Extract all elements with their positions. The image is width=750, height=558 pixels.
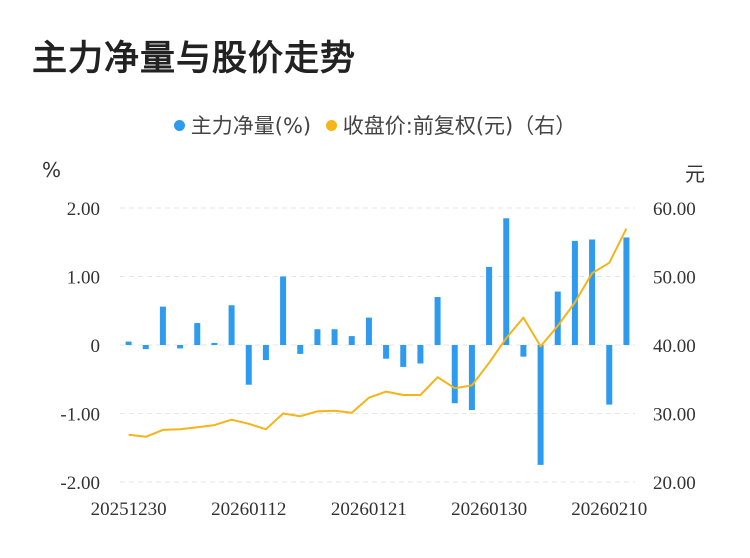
right-axis-tick-label: 50.00 [653, 268, 696, 289]
legend-label-close-price: 收盘价:前复权(元)（右） [342, 114, 577, 138]
bar [520, 345, 527, 357]
legend-item-net-volume[interactable]: 主力净量(%) [173, 110, 312, 140]
left-axis-tick-label: -2.00 [60, 473, 100, 494]
legend-marker-close-price [325, 119, 337, 131]
bar [365, 317, 372, 345]
bar [537, 345, 544, 465]
bar [486, 266, 493, 345]
x-axis-tick-label: 20260210 [571, 499, 647, 520]
bar [159, 306, 166, 345]
bar [400, 345, 407, 367]
bar [417, 345, 424, 364]
bar [468, 345, 475, 411]
bar [606, 345, 613, 405]
x-axis-tick-label: 20260130 [451, 499, 527, 520]
price-line [128, 228, 628, 438]
bar [280, 276, 287, 345]
bar [211, 342, 218, 345]
bar [177, 345, 184, 349]
chart-title: 主力净量与股价走势 [32, 39, 357, 79]
left-axis-unit: % [42, 158, 62, 182]
right-axis-tick-label: 30.00 [653, 405, 696, 426]
x-axis-tick-label: 20260112 [211, 499, 286, 520]
bar [228, 305, 235, 345]
legend: 主力净量(%) 收盘价:前复权(元)（右） [0, 110, 750, 140]
bar [314, 329, 321, 345]
bar [383, 345, 390, 359]
bar [245, 345, 252, 385]
right-axis-unit: 元 [685, 162, 705, 186]
bar [262, 345, 269, 361]
legend-marker-net-volume [173, 119, 185, 131]
right-axis-tick-label: 40.00 [653, 336, 696, 357]
legend-item-close-price[interactable]: 收盘价:前复权(元)（右） [325, 110, 577, 140]
bar [194, 323, 201, 345]
right-axis-tick-label: 20.00 [653, 473, 696, 494]
bar [142, 345, 149, 350]
bar [589, 239, 596, 345]
x-axis-tick-label: 20251230 [91, 499, 167, 520]
bar [503, 218, 510, 345]
left-axis-tick-label: -1.00 [60, 405, 100, 426]
bar [348, 336, 355, 345]
x-axis-tick-label: 20260121 [331, 499, 407, 520]
bar [554, 291, 561, 345]
left-axis-tick-label: 0 [91, 336, 101, 357]
left-axis-tick-label: 2.00 [67, 199, 100, 220]
left-axis-tick-label: 1.00 [67, 268, 100, 289]
legend-label-net-volume: 主力净量(%) [190, 114, 312, 138]
bar [623, 237, 630, 345]
bar [331, 329, 338, 345]
bar [125, 341, 132, 345]
bar [434, 297, 441, 345]
bar [297, 345, 304, 354]
bar [571, 240, 578, 345]
bar [451, 345, 458, 404]
right-axis-tick-label: 60.00 [653, 199, 696, 220]
